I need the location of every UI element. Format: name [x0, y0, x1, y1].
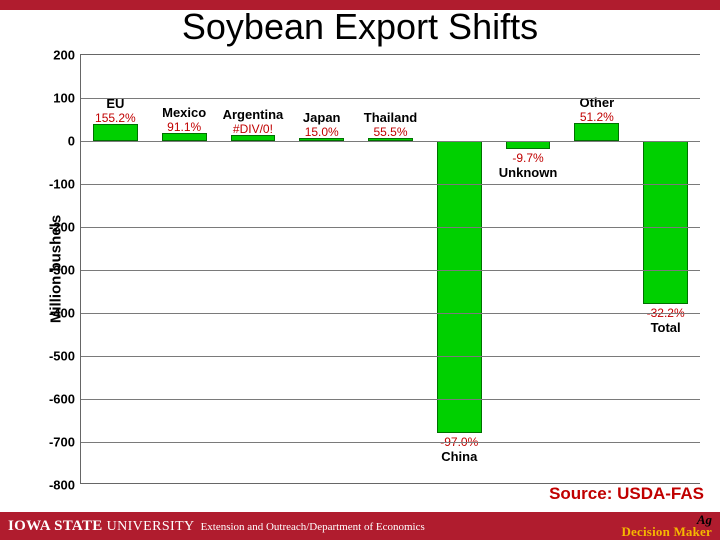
- y-tick-label: -400: [49, 306, 75, 321]
- category-label: China: [441, 449, 477, 464]
- bar: [162, 133, 207, 141]
- y-tick-label: -500: [49, 349, 75, 364]
- grid-line: [81, 399, 700, 400]
- grid-line: [81, 98, 700, 99]
- agdm-bottom: Decision Maker: [621, 526, 712, 538]
- isu-logo: IOWA STATE UNIVERSITY: [8, 518, 195, 535]
- category-label: Mexico: [162, 105, 206, 120]
- y-tick-label: -100: [49, 177, 75, 192]
- grid-line: [81, 270, 700, 271]
- ag-decision-maker-logo: Ag Decision Maker: [621, 514, 712, 537]
- grid-line: [81, 442, 700, 443]
- y-tick-label: -800: [49, 478, 75, 493]
- bar: [93, 124, 138, 141]
- grid-line: [81, 356, 700, 357]
- source-label: Source: USDA-FAS: [549, 484, 704, 504]
- value-label: 155.2%: [95, 111, 136, 125]
- y-tick-label: -200: [49, 220, 75, 235]
- category-label: Unknown: [499, 165, 558, 180]
- grid-line: [81, 141, 700, 142]
- category-label: Argentina: [223, 107, 284, 122]
- value-label: 51.2%: [580, 110, 614, 124]
- y-tick-label: -700: [49, 435, 75, 450]
- chart: Million bushels EU155.2%Mexico91.1%Argen…: [40, 54, 700, 484]
- value-label: 15.0%: [305, 125, 339, 139]
- footer-left: IOWA STATE UNIVERSITY Extension and Outr…: [8, 518, 425, 535]
- y-tick-label: 100: [53, 91, 75, 106]
- page-title: Soybean Export Shifts: [0, 6, 720, 48]
- value-label: 55.5%: [373, 125, 407, 139]
- category-label: Japan: [303, 110, 341, 125]
- bars-layer: EU155.2%Mexico91.1%Argentina#DIV/0!Japan…: [81, 55, 700, 483]
- value-label: -9.7%: [512, 151, 543, 165]
- y-tick-label: -600: [49, 392, 75, 407]
- grid-line: [81, 184, 700, 185]
- isu-bold: IOWA STATE: [8, 518, 103, 535]
- value-label: 91.1%: [167, 120, 201, 134]
- y-tick-label: 0: [68, 134, 75, 149]
- footer: IOWA STATE UNIVERSITY Extension and Outr…: [0, 512, 720, 540]
- isu-rest: UNIVERSITY: [107, 519, 195, 535]
- extension-text: Extension and Outreach/Department of Eco…: [201, 521, 425, 533]
- slide: Soybean Export Shifts Million bushels EU…: [0, 0, 720, 540]
- category-label: Thailand: [364, 110, 417, 125]
- grid-line: [81, 227, 700, 228]
- bar: [643, 141, 688, 304]
- y-tick-label: -300: [49, 263, 75, 278]
- bar: [506, 141, 551, 149]
- category-label: Total: [651, 320, 681, 335]
- y-tick-label: 200: [53, 48, 75, 63]
- bar: [574, 123, 619, 141]
- grid-line: [81, 313, 700, 314]
- value-label: #DIV/0!: [233, 122, 273, 136]
- plot-area: EU155.2%Mexico91.1%Argentina#DIV/0!Japan…: [80, 54, 700, 484]
